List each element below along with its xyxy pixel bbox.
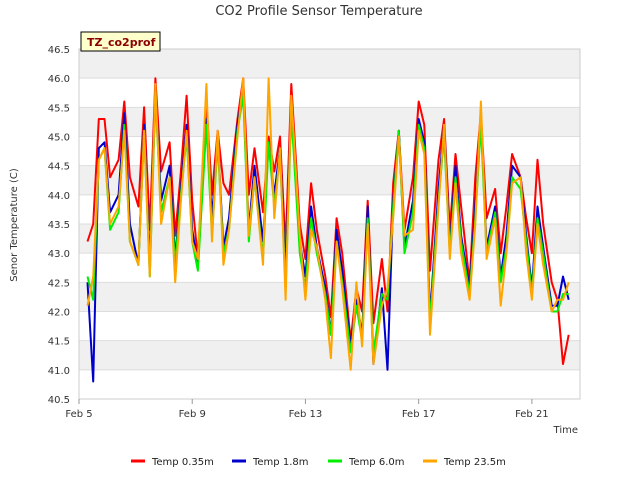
- x-axis-label: Time: [553, 425, 578, 436]
- plot-border: [78, 48, 581, 400]
- legend-label: Temp 23.5m: [443, 457, 506, 468]
- grid-band: [79, 49, 580, 79]
- y-tick-label: 43.0: [48, 249, 70, 260]
- chart-title: CO2 Profile Sensor Temperature: [215, 4, 422, 19]
- y-tick-label: 41.5: [48, 337, 70, 348]
- y-axis-label: Senor Temperature (C): [9, 168, 20, 282]
- grid-band: [79, 78, 580, 108]
- grid-band: [79, 107, 580, 137]
- legend-label: Temp 6.0m: [348, 457, 404, 468]
- grid-band: [79, 253, 580, 283]
- y-tick-label: 46.5: [48, 45, 70, 56]
- y-tick-label: 46.0: [48, 74, 70, 85]
- legend: Temp 0.35m Temp 1.8m Temp 6.0m Temp 23.5m: [131, 457, 506, 468]
- x-tick-label: Feb 21: [515, 409, 549, 420]
- x-tick-label: Feb 9: [179, 409, 206, 420]
- y-tick-label: 41.0: [48, 366, 70, 377]
- y-tick-label: 42.5: [48, 278, 70, 289]
- y-tick-label: 44.5: [48, 162, 70, 173]
- y-tick-label: 44.0: [48, 191, 70, 202]
- series-lines: [86, 77, 570, 383]
- site-badge: TZ_co2prof: [80, 31, 161, 52]
- y-tick-label: 45.5: [48, 103, 70, 114]
- legend-label: Temp 1.8m: [252, 457, 308, 468]
- x-tick-label: Feb 5: [65, 409, 92, 420]
- grid-band: [79, 165, 580, 195]
- series-line-temp-0-35m: [86, 77, 570, 365]
- x-tick-label: Feb 17: [402, 409, 436, 420]
- x-tick-label: Feb 13: [289, 409, 323, 420]
- series-line-temp-23-5m: [86, 77, 570, 371]
- y-tick-label: 42.0: [48, 308, 70, 319]
- y-tick-label: 40.5: [48, 395, 70, 406]
- x-axis: Feb 5 Feb 9 Feb 13 Feb 17 Feb 21: [65, 399, 549, 420]
- legend-label: Temp 0.35m: [151, 457, 214, 468]
- site-badge-label: TZ_co2prof: [87, 36, 156, 49]
- y-axis: 40.5 41.0 41.5 42.0 42.5 43.0 43.5 44.0 44.5 45.0…: [48, 45, 70, 406]
- y-tick-label: 45.0: [48, 133, 70, 144]
- grid-band: [79, 136, 580, 166]
- y-tick-label: 43.5: [48, 220, 70, 231]
- grid-band: [79, 369, 580, 399]
